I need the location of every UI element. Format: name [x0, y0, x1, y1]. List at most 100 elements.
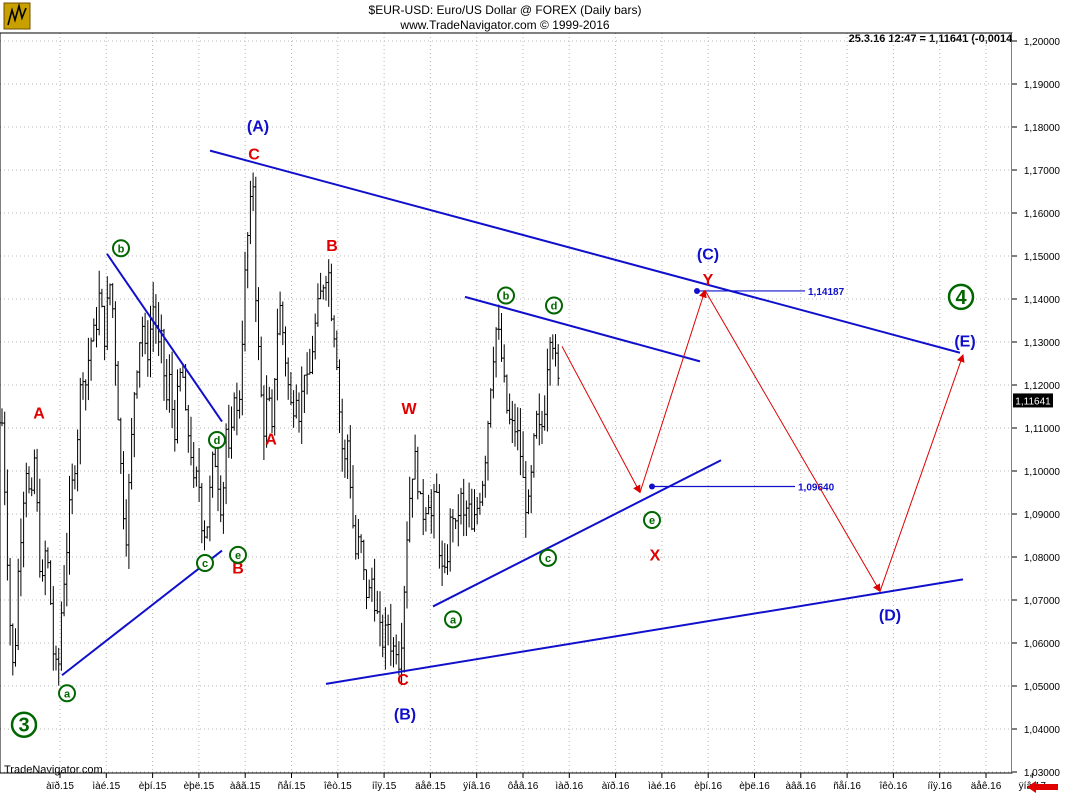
ohlc-bar	[130, 417, 134, 490]
ohlc-bar	[383, 607, 387, 670]
wave-circle	[58, 684, 76, 703]
ohlc-bar	[483, 455, 487, 498]
ohlc-bar	[86, 337, 90, 401]
ohlc-bar	[292, 390, 296, 428]
scroll-right-arrow-icon[interactable]	[1027, 781, 1058, 793]
wave-circle-text: e	[235, 550, 241, 562]
ohlc-bar	[435, 473, 439, 493]
ohlc-bar	[535, 410, 539, 439]
ohlc-bar	[140, 316, 144, 357]
plot-frame	[0, 32, 1013, 774]
projection-segment	[704, 290, 881, 593]
ohlc-bar	[294, 384, 298, 419]
ohlc-bar	[405, 521, 409, 609]
ohlc-bar	[24, 462, 28, 518]
ohlc-bar	[367, 579, 371, 599]
trendline	[106, 253, 223, 423]
ohlc-bar	[38, 478, 42, 578]
wave-degree-circle	[10, 711, 38, 738]
x-tick-label: èþí.15	[139, 781, 167, 792]
wave-label: W	[401, 401, 417, 418]
ohlc-bar	[478, 492, 482, 515]
ohlc-bar	[232, 392, 236, 431]
ohlc-bar	[537, 393, 541, 446]
ohlc-bar	[22, 491, 26, 568]
ohlc-bar	[448, 508, 452, 572]
wave-labels: (A) C B A A W B C (B) (C) Y X (D) (E) b d e c a b d c a e 3 4	[10, 119, 976, 738]
ohlc-bar	[216, 447, 220, 512]
ohlc-bar	[421, 479, 425, 536]
ohlc-bar	[440, 540, 444, 587]
ohlc-bar	[97, 270, 101, 336]
wave-degree-circle	[947, 283, 975, 311]
ohlc-bar	[467, 482, 471, 528]
ohlc-bar	[464, 500, 468, 536]
ohlc-bar	[146, 320, 150, 377]
ohlc-bar	[219, 475, 223, 523]
ohlc-bar	[30, 477, 34, 497]
ohlc-bar	[103, 305, 107, 361]
wave-circle-label: a	[444, 610, 462, 629]
x-tick-label: ñåí.15	[278, 780, 306, 792]
wave-label: (D)	[879, 608, 901, 625]
wave-circle-label: b	[497, 286, 515, 305]
ohlc-bar	[416, 446, 420, 500]
ohlc-bar	[343, 439, 347, 478]
y-tick-label: 1,15000	[1024, 252, 1061, 263]
ohlc-bar	[454, 518, 458, 530]
wave-circle-text: d	[214, 435, 221, 447]
ohlc-bar	[281, 301, 285, 346]
ohlc-bar	[205, 526, 209, 539]
ohlc-bar	[59, 601, 63, 671]
ohlc-bar	[197, 448, 201, 502]
ohlc-bar	[208, 475, 212, 542]
ohlc-bar	[76, 429, 80, 492]
wave-circle-label: c	[196, 554, 214, 573]
ohlc-bar	[327, 259, 331, 307]
ohlc-bar	[402, 585, 406, 673]
x-tick-label: íîÿ.15	[372, 781, 397, 792]
ohlc-bar	[135, 370, 139, 399]
ohlc-bar	[49, 560, 53, 605]
ohlc-bar	[119, 417, 123, 474]
ohlc-bar	[273, 378, 277, 436]
projection-segment	[561, 346, 641, 494]
wave-circle	[208, 431, 226, 450]
ohlc-bar	[275, 308, 279, 401]
ohlc-bar	[494, 327, 498, 378]
ohlc-bar	[62, 565, 66, 617]
wave-label: Y	[703, 272, 714, 289]
ohlc-bar	[159, 314, 163, 364]
wave-circle-label: d	[208, 431, 226, 450]
y-tick-label: 1,08000	[1024, 553, 1061, 564]
x-tick-label: íîÿ.16	[927, 781, 952, 792]
ohlc-bar	[473, 489, 476, 532]
ohlc-bar	[316, 283, 320, 327]
ohlc-bar	[194, 466, 198, 487]
ohlc-bar	[8, 557, 12, 646]
ohlc-bar	[0, 408, 4, 427]
wave-label: (A)	[247, 119, 269, 136]
y-tick-label: 1,10000	[1024, 467, 1061, 478]
wave-circle	[643, 511, 661, 530]
ohlc-bar	[359, 534, 363, 554]
ohlc-bar	[394, 634, 398, 665]
y-tick-label: 1,03000	[1024, 768, 1061, 779]
ohlc-bar	[321, 284, 325, 300]
current-price-box	[1013, 393, 1053, 408]
wave-circle-text: e	[649, 515, 655, 527]
logo-icon	[3, 2, 31, 30]
ohlc-bar	[284, 326, 287, 377]
ohlc-bar	[540, 410, 544, 445]
ohlc-bar	[513, 403, 517, 447]
ohlc-bar	[502, 344, 506, 383]
x-axis: àïð.15 ìàé.15 èþí.15 èþë.15 àâã.15 ñåí.15 îêò.…	[46, 773, 1046, 792]
wave-degree-label: 3	[10, 711, 38, 738]
ohlc-bar	[224, 423, 228, 505]
price-readout: 25.3.16 12:47 = 1,11641 (-0,00148)	[848, 33, 1022, 45]
ohlc-bar	[54, 645, 58, 671]
trendline	[209, 149, 961, 354]
wave-label: A	[33, 406, 45, 423]
current-price-tag: 1,11641	[1013, 393, 1053, 408]
